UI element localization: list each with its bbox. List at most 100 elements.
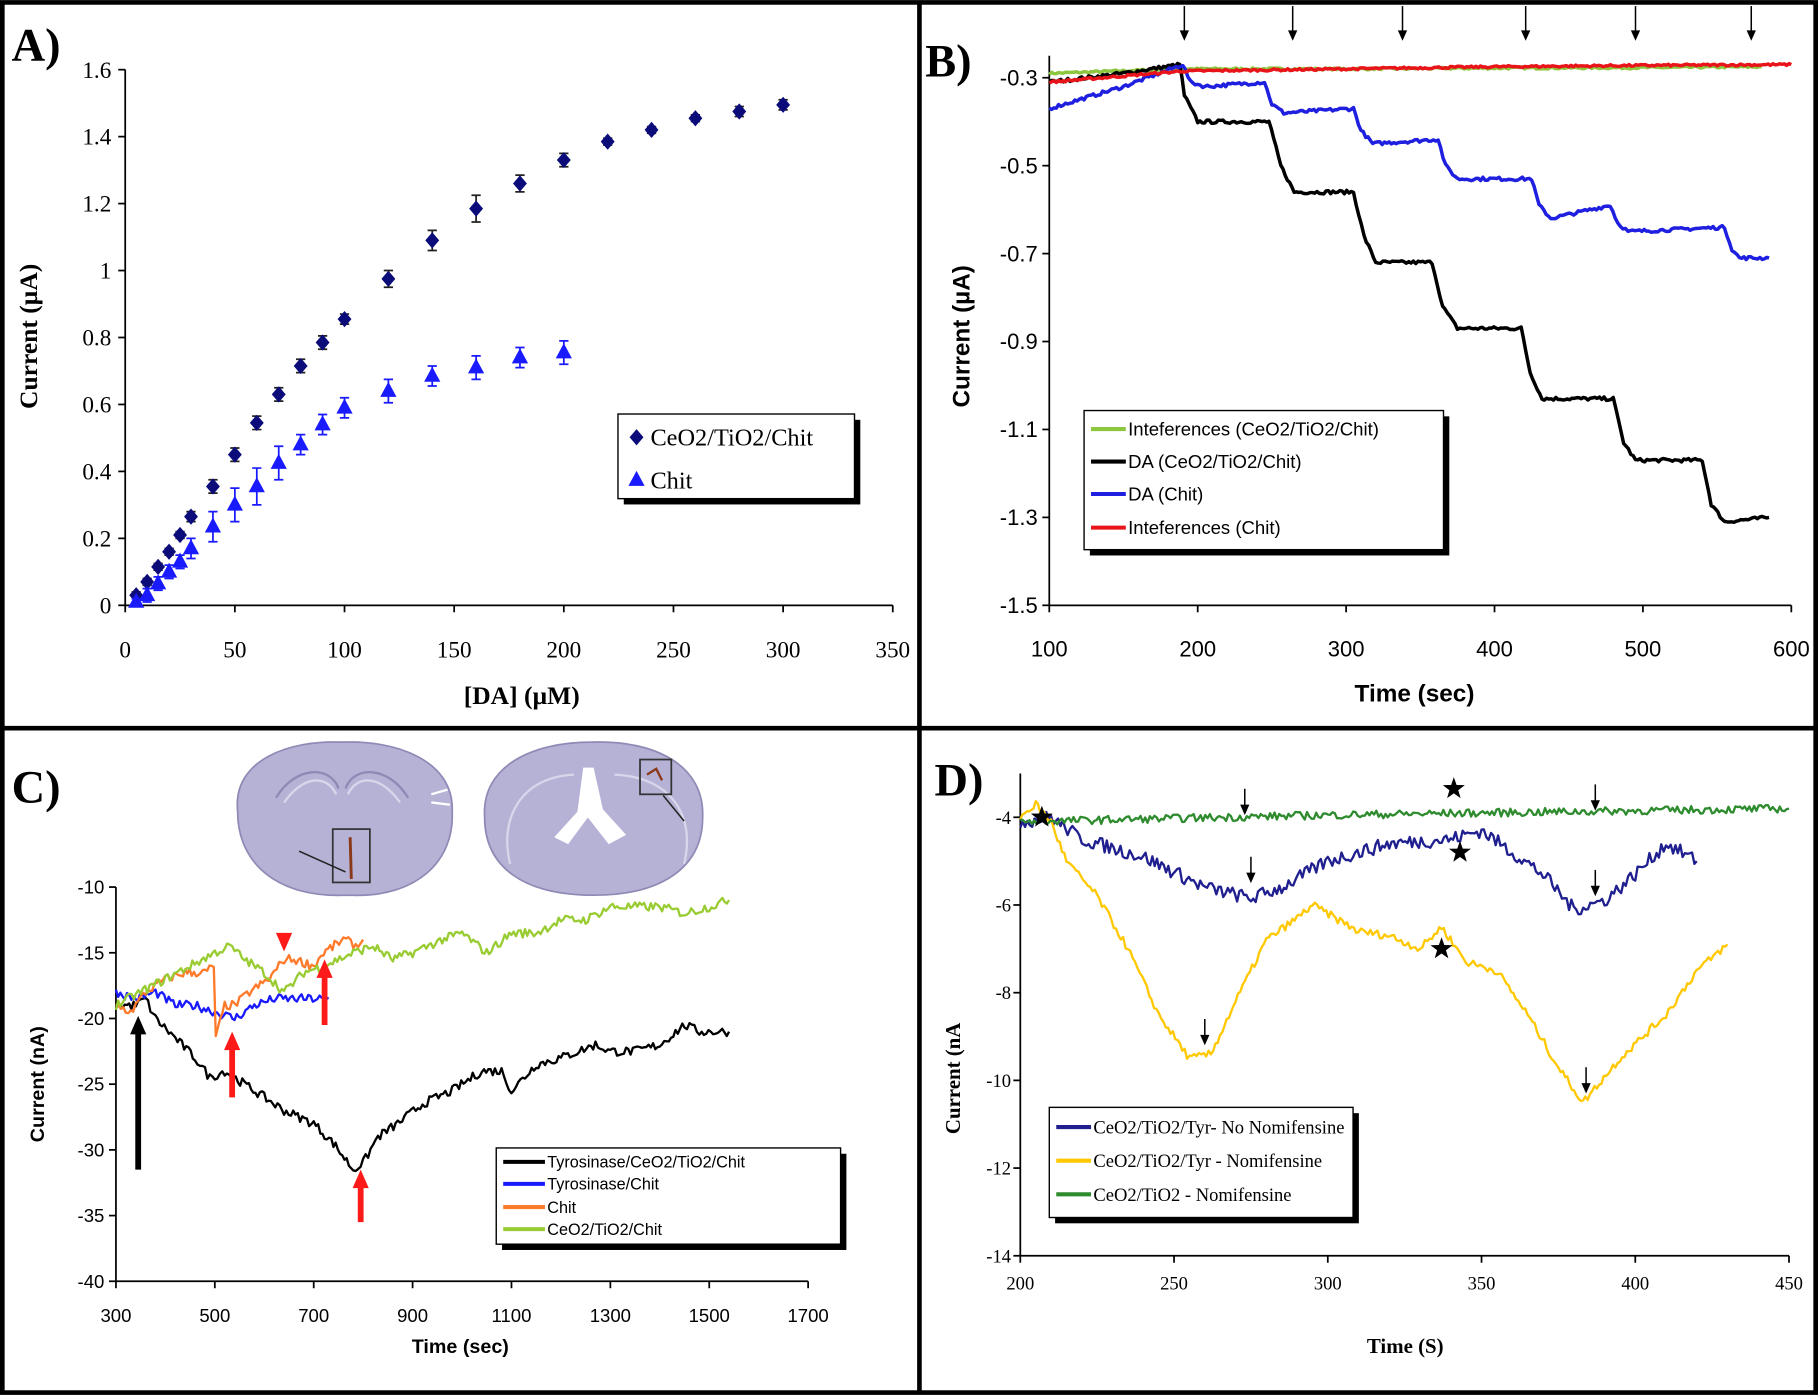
arrow-head	[1590, 800, 1600, 811]
x-tick-label: 300	[766, 637, 801, 663]
legend-item: CeO2/TiO2/Chit	[629, 425, 813, 452]
legend-item: CeO2/TiO2/Tyr- No Nomifensine	[1056, 1118, 1344, 1139]
data-point-diamond	[337, 310, 352, 328]
series-3	[114, 896, 731, 1011]
series-line	[1047, 61, 1770, 525]
legend-item: DA (CeO2/TiO2/Chit)	[1091, 451, 1302, 472]
x-tick-label: 500	[1625, 636, 1662, 661]
y-tick-label: -0.5	[1000, 153, 1038, 178]
panel-label: D)	[935, 755, 984, 806]
legend-label: Tyrosinase/CeO2/TiO2/Chit	[547, 1154, 745, 1172]
data-point-triangle	[171, 552, 189, 568]
star-marker-icon	[1030, 805, 1053, 827]
arrow-head	[1630, 30, 1641, 41]
series-line	[114, 896, 731, 1011]
x-tick-label: 300	[100, 1305, 131, 1326]
x-tick-label: 700	[298, 1305, 329, 1326]
legend: CeO2/TiO2/Chit Chit	[617, 413, 861, 505]
series-3	[1048, 61, 1792, 85]
y-axis-label: Current (µA)	[948, 265, 975, 407]
y-tick-label: -10	[986, 1071, 1011, 1092]
legend-item: Tyrosinase/CeO2/TiO2/Chit	[503, 1154, 745, 1172]
y-tick-label: -15	[78, 942, 105, 963]
legend-label: CeO2/TiO2 - Nomifensine	[1093, 1185, 1291, 1206]
legend-item: Chit	[628, 468, 693, 495]
y-tick-label: -40	[78, 1271, 105, 1292]
data-point-triangle	[149, 574, 167, 590]
panel-label: C)	[12, 762, 61, 813]
chart-panel-1: B) 100 200 300 400 500 600 -0.3 -0.5 -0.7 -0.9 -1.1…	[925, 6, 1810, 708]
y-tick-label: -14	[986, 1246, 1011, 1267]
y-tick-label: 0.6	[82, 393, 111, 419]
data-point-diamond	[162, 543, 177, 560]
brain-slice-right	[483, 741, 704, 897]
x-tick-label: 300	[1314, 1273, 1342, 1294]
chart-panel-3: D) 200 250 300 350 400 450 -4 -6 -8 -10 -12 -14 Time …	[935, 755, 1803, 1358]
y-tick-label: 0.2	[82, 526, 111, 552]
x-tick-label: 250	[656, 637, 691, 663]
series-1	[114, 988, 330, 1022]
y-tick-label: 0.4	[82, 460, 111, 486]
arrow-head	[224, 1031, 241, 1051]
legend-box	[617, 413, 856, 500]
y-tick-label: -4	[996, 808, 1011, 829]
series-0	[114, 996, 731, 1173]
series-line	[114, 996, 731, 1173]
y-tick-label: 1.6	[82, 58, 111, 84]
data-point-triangle	[204, 517, 222, 533]
data-point-triangle	[270, 453, 287, 469]
y-tick-label: -30	[78, 1139, 105, 1160]
y-tick-label: -0.9	[1000, 329, 1038, 354]
chart-panel-2: C) 300 500 700 900 1100 1300 1500 1700 -10 -15 -20 -…	[12, 762, 847, 1358]
legend-item: Tyrosinase/Chit	[503, 1176, 660, 1194]
x-tick-label: 200	[1006, 1273, 1034, 1294]
data-point-triangle	[424, 366, 441, 382]
legend-label: CeO2/TiO2/Chit	[547, 1221, 662, 1239]
legend-label: Chit	[547, 1199, 576, 1217]
chart-panel-0: A) 0 50 100 150 200 250 300 350 0 0.2 0.4 0.6 0.8 1 1.2…	[12, 20, 911, 709]
star-marker-icon	[1430, 937, 1453, 959]
data-point-diamond	[513, 175, 527, 192]
arrow-head	[1521, 30, 1531, 41]
series-line	[1019, 799, 1729, 1103]
x-axis-label: [DA] (µM)	[464, 681, 580, 710]
data-point-diamond	[271, 386, 286, 403]
series-line	[1019, 810, 1698, 916]
arrow-head	[1200, 1034, 1210, 1046]
x-tick-label: 100	[1031, 636, 1068, 661]
y-tick-label: -25	[78, 1074, 105, 1095]
data-point-triangle	[139, 586, 156, 602]
legend-marker	[629, 429, 644, 446]
arrow-head	[275, 932, 293, 952]
data-point-triangle	[555, 343, 572, 359]
series-line	[1048, 61, 1792, 85]
x-tick-label: 1300	[590, 1305, 631, 1326]
x-tick-label: 50	[223, 637, 246, 663]
legend: Tyrosinase/CeO2/TiO2/Chit Tyrosinase/Chit…	[495, 1147, 847, 1250]
legend-item: CeO2/TiO2/Tyr - Nomifensine	[1056, 1151, 1322, 1172]
legend-label: CeO2/TiO2/Tyr - Nomifensine	[1093, 1151, 1322, 1172]
series-1	[1019, 799, 1729, 1103]
series-line	[114, 988, 330, 1022]
data-point-triangle	[511, 348, 529, 364]
y-tick-label: -10	[78, 877, 105, 898]
x-tick-label: 0	[119, 637, 131, 663]
legend-label: CeO2/TiO2/Chit	[650, 425, 813, 452]
x-tick-label: 250	[1160, 1273, 1188, 1294]
legend-label: Chit	[650, 468, 692, 495]
arrow-head	[1397, 30, 1408, 41]
y-tick-label: 0.8	[82, 326, 111, 352]
y-tick-label: 1.4	[82, 125, 111, 151]
x-tick-label: 1700	[787, 1305, 828, 1326]
arrow-head	[1246, 872, 1256, 884]
series-0	[129, 96, 791, 604]
data-point-triangle	[182, 539, 200, 555]
brain-slice-left	[236, 741, 454, 897]
series-2	[1020, 804, 1790, 826]
x-axis-label: Time (sec)	[412, 1336, 509, 1358]
panel-label: A)	[12, 20, 61, 71]
data-point-diamond	[184, 508, 198, 525]
charts-layer: A) 0 50 100 150 200 250 300 350 0 0.2 0.4 0.6 0.8 1 1.2…	[12, 6, 1810, 1358]
y-tick-label: -8	[996, 983, 1011, 1004]
